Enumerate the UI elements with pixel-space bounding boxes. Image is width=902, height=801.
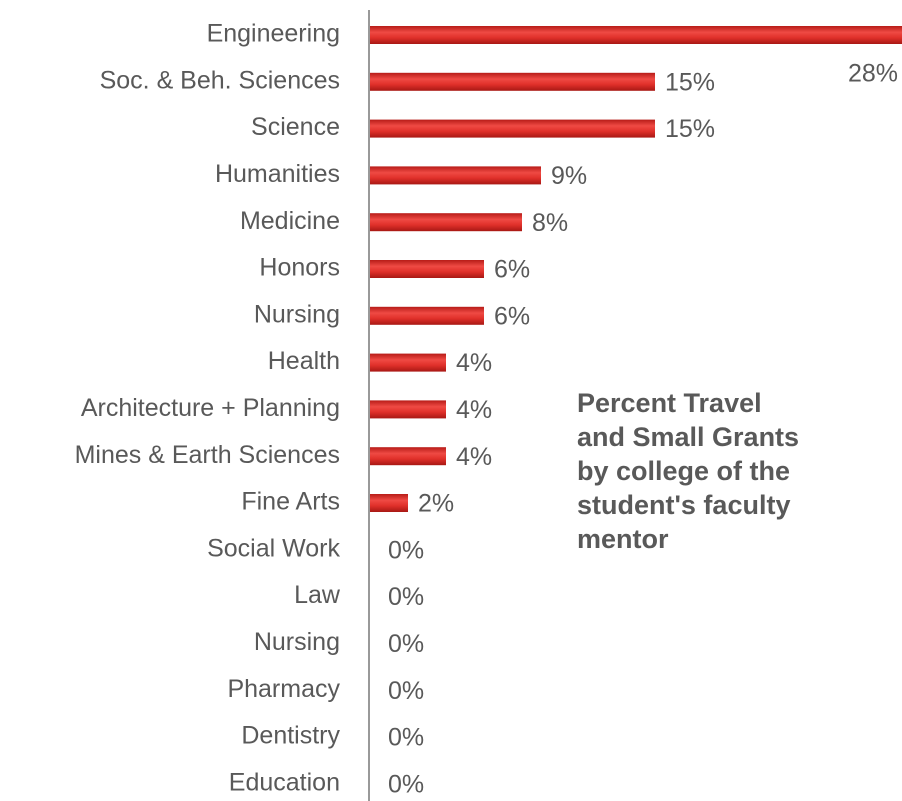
y-tick-label: Fine Arts bbox=[241, 488, 340, 516]
y-tick-label: Architecture + Planning bbox=[81, 394, 340, 422]
bar bbox=[370, 260, 484, 278]
bar bbox=[370, 353, 446, 372]
bar bbox=[370, 213, 522, 232]
bar bbox=[370, 26, 902, 44]
y-tick-label: Pharmacy bbox=[227, 675, 340, 703]
y-tick-label: Dentistry bbox=[241, 722, 340, 750]
data-label: 15% bbox=[665, 68, 715, 96]
y-tick-label: Science bbox=[251, 113, 340, 141]
data-label: 2% bbox=[418, 490, 454, 518]
data-label: 9% bbox=[551, 162, 587, 190]
y-tick-label: Nursing bbox=[254, 628, 340, 656]
y-tick-label: Medicine bbox=[240, 207, 340, 235]
bar bbox=[370, 166, 541, 185]
y-tick-label: Mines & Earth Sciences bbox=[75, 441, 340, 469]
data-label: 0% bbox=[388, 583, 424, 611]
bar bbox=[370, 72, 655, 91]
data-label: 6% bbox=[494, 302, 530, 330]
bar bbox=[370, 400, 446, 419]
bar bbox=[370, 306, 484, 325]
y-tick-label: Nursing bbox=[254, 300, 340, 328]
y-tick-label: Soc. & Beh. Sciences bbox=[100, 66, 340, 94]
data-label: 4% bbox=[456, 443, 492, 471]
bar bbox=[370, 447, 446, 466]
data-label: 0% bbox=[388, 630, 424, 658]
data-label: 0% bbox=[388, 536, 424, 564]
y-tick-label: Engineering bbox=[207, 20, 340, 48]
bar bbox=[370, 119, 655, 138]
y-tick-label: Law bbox=[294, 581, 341, 609]
data-label: 28% bbox=[848, 60, 898, 88]
y-tick-label: Honors bbox=[259, 254, 340, 282]
data-label: 0% bbox=[388, 677, 424, 705]
y-tick-label: Social Work bbox=[207, 534, 340, 562]
y-tick-label: Education bbox=[229, 768, 340, 796]
data-label: 6% bbox=[494, 256, 530, 284]
data-label: 0% bbox=[388, 770, 424, 798]
data-label: 4% bbox=[456, 349, 492, 377]
y-tick-label: Humanities bbox=[215, 160, 340, 188]
data-label: 4% bbox=[456, 396, 492, 424]
data-label: 0% bbox=[388, 724, 424, 752]
bar bbox=[370, 494, 408, 512]
chart-title: Percent Travel and Small Grants by colle… bbox=[577, 388, 800, 554]
y-tick-label: Health bbox=[268, 347, 340, 375]
data-label: 15% bbox=[665, 115, 715, 143]
data-label: 8% bbox=[532, 209, 568, 237]
